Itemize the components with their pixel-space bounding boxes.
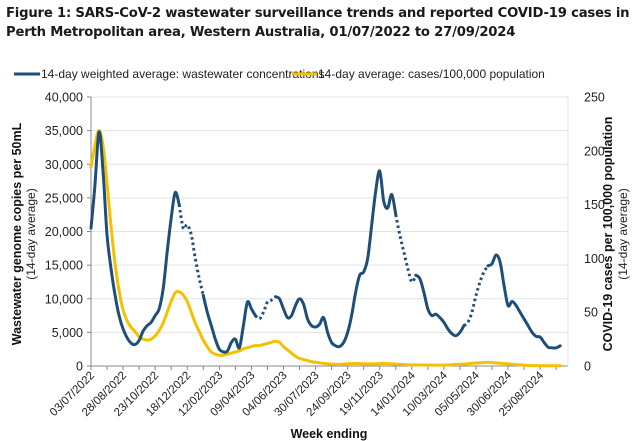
- series-line-wastewater-interpolated: [394, 214, 418, 284]
- y-axis-subtitle: (14-day average): [24, 188, 38, 279]
- legend-label-cases: 14-day average: cases/100,000 population: [318, 67, 545, 81]
- x-axis-title: Week ending: [291, 427, 368, 441]
- y-tick-label: 40,000: [45, 91, 83, 105]
- y-tick-label: 10,000: [45, 292, 83, 306]
- y-axis-title: Wastewater genome copies per 50mL: [10, 122, 24, 345]
- y-tick-label: 15,000: [45, 259, 83, 273]
- series-line-cases: [89, 128, 562, 368]
- legend-label-wastewater: 14-day weighted average: wastewater conc…: [41, 67, 325, 81]
- y-tick-label: 35,000: [45, 124, 83, 138]
- y2-tick-label: 100: [584, 252, 605, 266]
- chart-title: Figure 1: SARS-CoV-2 wastewater surveill…: [6, 6, 630, 40]
- series-lines: [89, 128, 562, 368]
- series-line-wastewater: [274, 169, 398, 349]
- y2-axis-title: COVID-19 cases per 100,000 population: [601, 117, 615, 352]
- y2-tick-label: 200: [584, 144, 605, 158]
- y-tick-label: 5,000: [52, 326, 83, 340]
- y2-tick-label: 250: [584, 91, 605, 105]
- series-line-wastewater: [201, 293, 257, 354]
- series-line-wastewater-interpolated: [177, 204, 205, 296]
- series-line-wastewater: [89, 130, 181, 347]
- y2-tick-label: 150: [584, 198, 605, 212]
- y2-tick-label: 0: [584, 360, 591, 374]
- y-tick-label: 25,000: [45, 191, 83, 205]
- series-line-wastewater-interpolated: [463, 264, 490, 327]
- legend: 14-day weighted average: wastewater conc…: [14, 67, 545, 81]
- y2-axis-ticks: 0 50 100 150 200 250: [584, 91, 605, 374]
- series-line-wastewater: [486, 253, 562, 350]
- series-line-wastewater-interpolated: [254, 295, 277, 321]
- y-tick-label: 30,000: [45, 158, 83, 172]
- series-line-wastewater: [414, 273, 466, 338]
- y-axis-ticks: 0 5,000 10,000 15,000 20,000 25,000 30,000 35,0…: [45, 91, 91, 374]
- y-tick-label: 20,000: [45, 225, 83, 239]
- y2-axis-subtitle: (14-day average): [616, 188, 630, 279]
- y2-tick-label: 50: [584, 306, 598, 320]
- x-axis-ticks: 03/07/202228/08/202223/10/202218/12/2022…: [48, 366, 557, 419]
- y-tick-label: 0: [76, 360, 83, 374]
